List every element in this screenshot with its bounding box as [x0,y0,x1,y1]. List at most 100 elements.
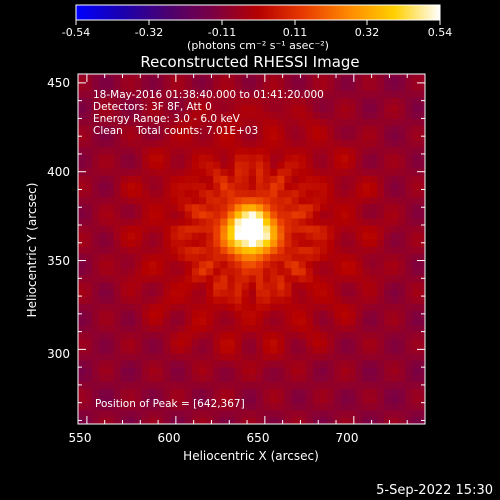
heatmap-cell [191,281,200,290]
heatmap-cell [142,324,150,333]
heatmap-cell [163,317,172,326]
heatmap-cell [255,104,264,112]
heatmap-cell [134,74,143,77]
heatmap-cell [134,161,143,169]
heatmap-cell [248,225,257,233]
heatmap-cell [376,111,385,120]
heatmap-cell [263,189,271,198]
heatmap-cell [113,97,122,105]
heatmap-cell [320,360,328,368]
heatmap-cell [362,217,371,226]
heatmap-cell [206,360,214,368]
heatmap-cell [234,89,243,98]
heatmap-cell [241,139,250,148]
heatmap-cell [305,74,314,77]
heatmap-cell [277,232,286,240]
heatmap-cell [170,125,179,134]
heatmap-cell [376,246,385,255]
y-tick-label-300: 300 [47,347,70,361]
heatmap-cell [362,97,371,105]
heatmap-cell [134,132,143,141]
heatmap-cell [362,89,371,98]
heatmap-cell [92,111,100,120]
heatmap-cell [99,82,108,91]
heatmap-cell [213,381,221,390]
heatmap-cell [334,232,342,240]
heatmap-cell [85,111,93,120]
heatmap-cell [398,253,407,262]
heatmap-cell [241,225,250,233]
heatmap-cell [120,225,129,233]
heatmap-cell [206,260,214,269]
heatmap-cell [405,97,414,105]
heatmap-cell [334,125,342,134]
heatmap-cell [227,274,236,283]
heatmap-cell [234,288,243,297]
heatmap-cell [255,324,264,333]
heatmap-cell [284,125,293,134]
heatmap-cell [248,310,257,318]
heatmap-cell [241,416,250,424]
heatmap-cell [327,89,335,98]
heatmap-cell [99,338,108,347]
heatmap-cell [227,317,236,326]
heatmap-cell [85,274,93,283]
heatmap-cell [312,175,321,183]
heatmap-cell [334,338,342,347]
heatmap-cell [341,239,350,247]
heatmap-cell [234,146,243,155]
heatmap-cell [241,246,250,255]
heatmap-cell [255,267,264,276]
heatmap-cell [255,402,264,411]
heatmap-cell [398,260,407,269]
heatmap-cell [369,125,378,134]
heatmap-cell [291,168,300,176]
heatmap-cell [291,239,300,247]
heatmap-cell [348,118,357,127]
heatmap-cell [355,416,364,424]
heatmap-cell [199,182,207,191]
heatmap-cell [355,388,364,397]
heatmap-cell [419,210,425,219]
heatmap-cell [312,352,321,361]
heatmap-cell [405,331,414,340]
heatmap-cell [419,267,425,276]
heatmap-cell [391,338,399,347]
heatmap-cell [270,97,278,105]
heatmap-cell [398,189,407,198]
heatmap-cell [177,104,186,112]
heatmap-cell [120,125,129,134]
heatmap-cell [298,381,307,390]
heatmap-cell [263,168,271,176]
heatmap-cell [227,338,236,347]
heatmap-cell [78,288,86,297]
heatmap-cell [134,416,143,424]
heatmap-cell [248,367,257,375]
heatmap-cell [206,253,214,262]
heatmap-cell [199,253,207,262]
heatmap-cell [348,82,357,91]
heatmap-cell [405,288,414,297]
heatmap-cell [78,324,86,333]
heatmap-cell [348,111,357,120]
heatmap-cell [142,267,150,276]
heatmap-cell [149,338,157,347]
heatmap-cell [127,196,136,205]
heatmap-cell [369,324,378,333]
heatmap-cell [341,246,350,255]
heatmap-cell [106,203,115,212]
heatmap-cell [99,210,108,219]
heatmap-cell [362,161,371,169]
heatmap-cell [191,189,200,198]
heatmap-cell [191,89,200,98]
heatmap-cell [127,395,136,404]
heatmap-cell [341,182,350,191]
heatmap-cell [312,338,321,347]
heatmap-cell [199,97,207,105]
heatmap-cell [127,168,136,176]
heatmap-cell [149,118,157,127]
heatmap-cell [305,274,314,283]
heatmap-cell [220,125,229,134]
heatmap-cell [184,360,193,368]
heatmap-cell [213,217,221,226]
